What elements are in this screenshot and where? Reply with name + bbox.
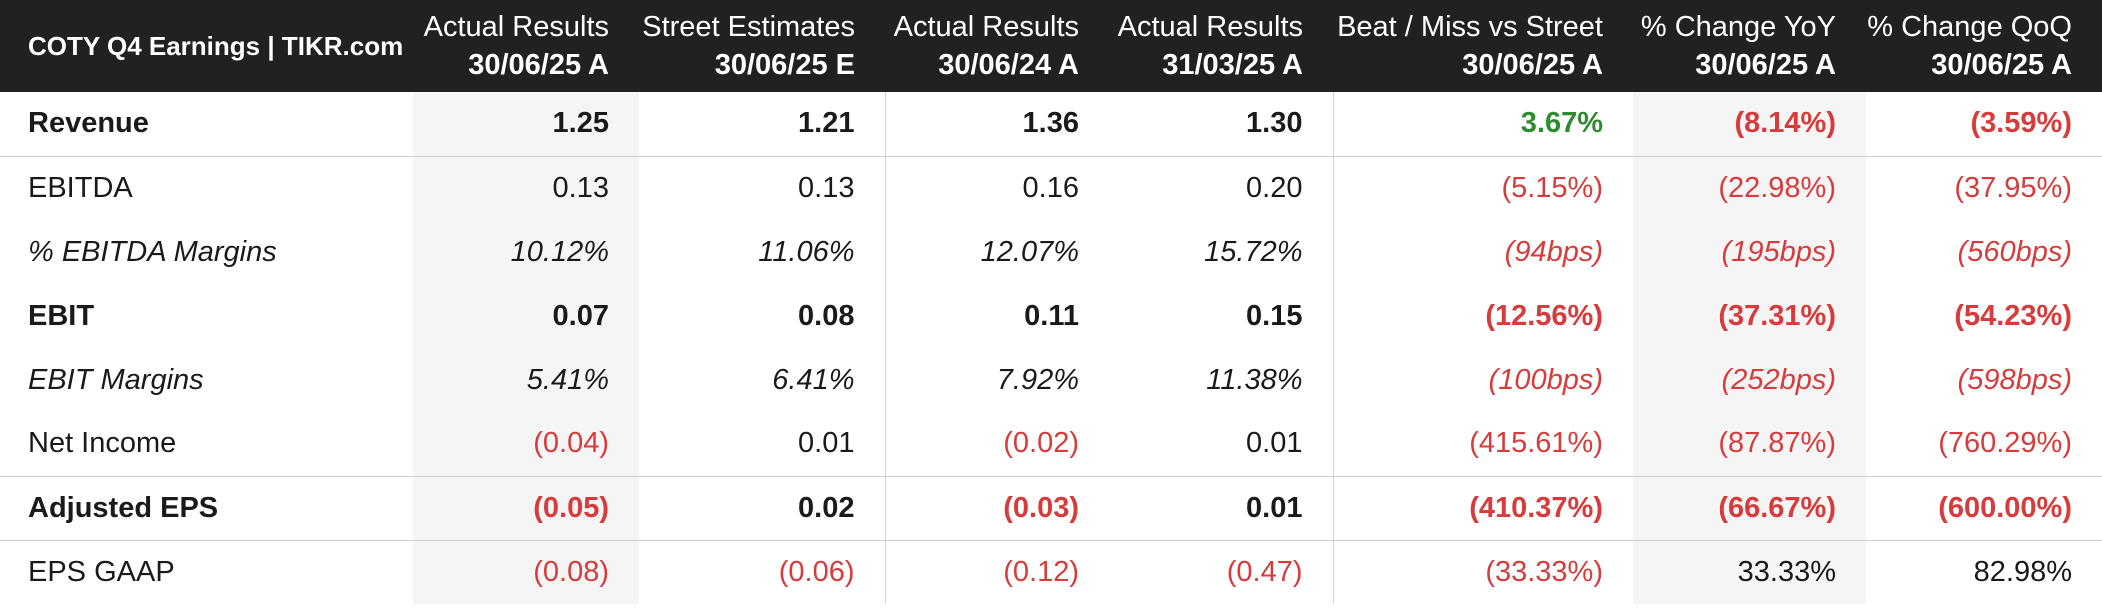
cell-beat-miss: (5.15%) [1332,156,1633,220]
col-header-label: % Change YoY [1640,11,1836,43]
header-row: COTY Q4 Earnings | TIKR.com Actual Resul… [0,0,2102,92]
cell-change-yoy: (22.98%) [1633,156,1866,220]
cell-actual-q4-2024: (0.03) [884,476,1109,540]
row-label: Adjusted EPS [28,491,219,524]
table-body: Revenue 1.25 1.21 1.36 1.30 3.67% (8.14%) (3.59… [0,92,2102,604]
cell-actual-q4-2025: (0.08) [413,540,639,604]
table-row: EBITDA 0.13 0.13 0.16 0.20 (5.15%) (22.98%) (37… [0,156,2102,220]
col-header-label: Street Estimates [642,11,855,43]
col-header-actual-q3-2025: Actual Results 31/03/25 A [1109,0,1333,92]
col-header-actual-q4-2025: Actual Results 30/06/25 A [413,0,639,92]
cell-beat-miss: (12.56%) [1332,284,1633,348]
col-header-date: 30/06/25 A [1931,49,2072,81]
cell-street-estimates: (0.06) [778,555,855,588]
col-header-label: % Change QoQ [1867,11,2072,43]
cell-actual-q3-2025: 1.30 [1246,107,1303,140]
cell-change-qoq: (54.23%) [1954,299,2072,332]
cell-actual-q4-2025: 0.07 [413,284,639,348]
cell-actual-q4-2024: 0.16 [884,156,1109,220]
table-row: Net Income (0.04) 0.01 (0.02) 0.01 (415.61%)(… [0,412,2102,476]
cell-actual-q4-2025: 0.13 [413,156,639,220]
row-label: Net Income [28,427,177,460]
table-row: EPS GAAP (0.08) (0.06) (0.12) (0.47) (33.33%)… [0,540,2102,604]
cell-change-qoq: (3.59%) [1970,107,2072,140]
cell-change-yoy: (37.31%) [1633,284,1866,348]
col-header-change-yoy: % Change YoY 30/06/25 A [1633,0,1866,92]
col-header-street-estimates: Street Estimates 30/06/25 E [639,0,885,92]
cell-street-estimates: 11.06% [758,235,855,268]
col-header-date: 30/06/25 A [468,49,609,81]
cell-actual-q4-2025: 5.41% [413,348,639,412]
cell-actual-q4-2024: 0.11 [884,284,1109,348]
cell-actual-q4-2025: (0.05) [413,476,639,540]
cell-beat-miss: (415.61%) [1332,412,1633,476]
cell-street-estimates: 1.21 [798,107,855,140]
col-header-label: Actual Results [423,11,609,43]
cell-beat-miss: 3.67% [1332,92,1633,156]
table-row: EBIT 0.07 0.08 0.11 0.15 (12.56%) (37.31%) (54.… [0,284,2102,348]
row-label: Revenue [28,107,149,140]
cell-actual-q4-2024: 7.92% [884,348,1109,412]
col-header-beat-miss: Beat / Miss vs Street 30/06/25 A [1333,0,1633,92]
cell-actual-q4-2024: (0.12) [884,540,1109,604]
col-header-change-qoq: % Change QoQ 30/06/25 A [1866,0,2102,92]
cell-change-qoq: (760.29%) [1938,427,2072,460]
cell-change-qoq: (598bps) [1957,363,2072,396]
cell-actual-q4-2024: (0.02) [884,412,1109,476]
col-header-date: 30/06/25 A [1462,49,1603,81]
cell-street-estimates: 0.01 [798,427,855,460]
cell-street-estimates: 6.41% [772,363,855,396]
cell-actual-q3-2025: (0.47) [1226,555,1303,588]
cell-beat-miss: (94bps) [1332,220,1633,284]
cell-change-yoy: (66.67%) [1633,476,1866,540]
cell-change-qoq: (600.00%) [1938,491,2072,524]
cell-actual-q3-2025: 0.15 [1246,299,1303,332]
col-header-date: 30/06/25 E [714,49,855,81]
cell-actual-q3-2025: 11.38% [1206,363,1303,396]
cell-change-yoy: (8.14%) [1633,92,1866,156]
row-label: EBIT [28,299,95,332]
cell-beat-miss: (100bps) [1332,348,1633,412]
col-header-actual-q4-2024: Actual Results 30/06/24 A [885,0,1109,92]
table-row: % EBITDA Margins 10.12% 11.06% 12.07% 15.72%… [0,220,2102,284]
row-label: % EBITDA Margins [28,235,277,268]
cell-change-qoq: (37.95%) [1954,171,2072,204]
row-label: EBIT Margins [28,363,204,396]
cell-actual-q3-2025: 0.01 [1246,491,1303,524]
table-header: COTY Q4 Earnings | TIKR.com Actual Resul… [0,0,2102,92]
row-label: EPS GAAP [28,555,175,588]
cell-actual-q4-2025: 1.25 [413,92,639,156]
cell-change-yoy: 33.33% [1633,540,1866,604]
col-header-label: Beat / Miss vs Street [1337,11,1603,43]
cell-street-estimates: 0.08 [798,299,855,332]
cell-beat-miss: (33.33%) [1332,540,1633,604]
cell-actual-q3-2025: 15.72% [1204,235,1303,268]
col-header-date: 30/06/24 A [938,49,1079,81]
cell-actual-q3-2025: 0.01 [1246,427,1303,460]
table-row: Revenue 1.25 1.21 1.36 1.30 3.67% (8.14%) (3.59… [0,92,2102,156]
cell-street-estimates: 0.13 [798,171,855,204]
cell-change-yoy: (252bps) [1633,348,1866,412]
cell-change-qoq: 82.98% [1973,555,2072,588]
col-header-label: Actual Results [893,11,1079,43]
table-row: Adjusted EPS (0.05) 0.02 (0.03) 0.01 (410.37%… [0,476,2102,540]
row-label: EBITDA [28,171,133,204]
cell-actual-q4-2024: 12.07% [884,220,1109,284]
cell-beat-miss: (410.37%) [1332,476,1633,540]
cell-change-qoq: (560bps) [1957,235,2072,268]
col-header-date: 31/03/25 A [1162,49,1303,81]
cell-change-yoy: (87.87%) [1633,412,1866,476]
cell-actual-q4-2024: 1.36 [884,92,1109,156]
table-title: COTY Q4 Earnings | TIKR.com [28,30,404,61]
cell-actual-q4-2025: 10.12% [413,220,639,284]
cell-street-estimates: 0.02 [798,491,855,524]
table-row: EBIT Margins 5.41% 6.41% 7.92% 11.38% (100bps… [0,348,2102,412]
col-header-label: Actual Results [1117,11,1303,43]
cell-change-yoy: (195bps) [1633,220,1866,284]
cell-actual-q4-2025: (0.04) [413,412,639,476]
col-header-date: 30/06/25 A [1695,49,1836,81]
cell-actual-q3-2025: 0.20 [1246,171,1303,204]
